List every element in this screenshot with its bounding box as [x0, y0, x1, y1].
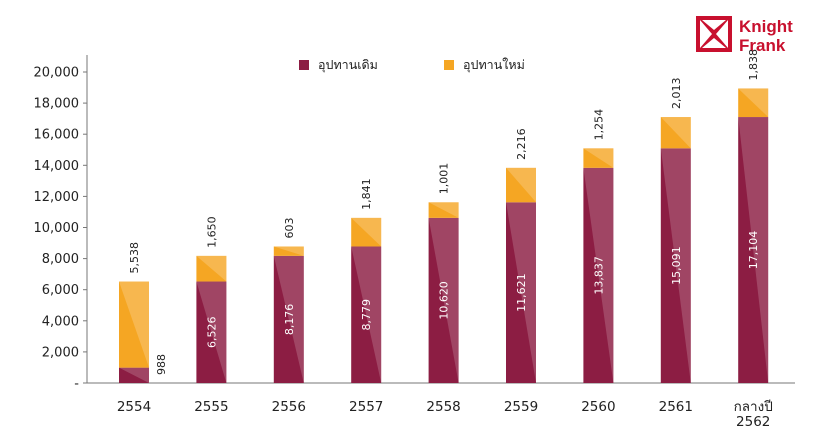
- bar-existing-shade: [351, 246, 382, 383]
- y-axis-ticks: - 2,000 4,000 6,000 8,000 10,000 12,000 14,000 1…: [34, 66, 87, 392]
- x-tick-label: 2554: [117, 399, 151, 415]
- value-label-existing: 17,104: [747, 231, 760, 270]
- bar-existing-shade: [273, 255, 304, 383]
- value-label-new: 1,838: [747, 49, 760, 81]
- x-tick-label: 2559: [504, 399, 538, 415]
- bar-existing-shade: [660, 148, 691, 383]
- y-tick-label: 4,000: [42, 314, 79, 329]
- knight-frank-logo: Knight Frank: [696, 16, 793, 55]
- bar-new: [506, 167, 536, 203]
- value-label-existing: 13,837: [592, 256, 605, 295]
- bar-new-shade: [196, 255, 227, 282]
- y-tick-label: 2,000: [42, 345, 79, 360]
- x-tick-label: 2558: [426, 399, 460, 415]
- y-tick-label: 10,000: [34, 221, 80, 236]
- bar-existing-shade: [738, 117, 769, 383]
- legend-swatch-new: [444, 60, 454, 70]
- y-tick-label: 6,000: [42, 283, 79, 298]
- x-tick-label: 2560: [581, 399, 615, 415]
- value-label-existing: 988: [155, 354, 168, 375]
- logo-text-line2: Frank: [739, 36, 786, 55]
- bar-new-shade: [351, 217, 382, 247]
- bar-existing: [196, 281, 227, 383]
- x-tick-label: 2561: [659, 399, 693, 415]
- bar-new-shade: [119, 281, 149, 368]
- bar-group: 6,526 1,650: [196, 216, 227, 383]
- bar-new: [196, 255, 227, 282]
- bar-existing-shade: [196, 281, 227, 383]
- x-tick-label: 2556: [272, 399, 306, 415]
- value-label-new: 1,841: [360, 178, 373, 210]
- value-label-new: 5,538: [128, 242, 141, 274]
- bar-new: [119, 281, 149, 368]
- y-tick-label: 20,000: [34, 66, 80, 81]
- bar-group: 13,837 1,254: [583, 109, 614, 383]
- bar-group: 8,779 1,841: [351, 178, 382, 383]
- bar-new-shade: [583, 148, 614, 168]
- bar-new-shade: [738, 88, 769, 118]
- bar-new: [428, 202, 459, 218]
- bar-existing: [428, 217, 459, 383]
- value-label-new: 2,216: [515, 128, 528, 160]
- bar-group: 8,176 603: [273, 217, 304, 383]
- y-tick-label: 18,000: [34, 97, 80, 112]
- value-label-new: 1,650: [205, 216, 218, 248]
- bar-existing: [506, 202, 536, 383]
- x-tick-label: 2562: [736, 414, 770, 430]
- value-label-existing: 6,526: [205, 317, 218, 349]
- bar-group: 10,620 1,001: [428, 163, 459, 383]
- bar-new: [583, 148, 614, 168]
- bar-group: 11,621 2,216: [506, 128, 536, 383]
- value-label-new: 2,013: [670, 78, 683, 110]
- value-label-new: 1,254: [592, 109, 605, 141]
- bar-new: [273, 246, 304, 256]
- y-tick-label: 12,000: [34, 190, 80, 205]
- y-tick-label: 16,000: [34, 128, 80, 143]
- y-tick-label: 14,000: [34, 159, 80, 174]
- bar-existing-shade: [119, 367, 149, 383]
- value-label-existing: 8,779: [360, 299, 373, 331]
- bar-existing-shade: [583, 167, 614, 383]
- bar-existing-shade: [428, 217, 459, 383]
- bar-existing: [351, 246, 382, 383]
- bar-group: 17,104 1,838: [738, 49, 769, 383]
- bar-new-shade: [660, 117, 691, 149]
- legend-swatch-existing: [299, 60, 309, 70]
- legend: อุปทานเดิม อุปทานใหม่: [299, 57, 525, 73]
- value-label-existing: 8,176: [283, 304, 296, 336]
- bar-existing: [660, 148, 691, 383]
- legend-label-new: อุปทานใหม่: [463, 57, 525, 73]
- bar-existing-shade: [506, 202, 536, 383]
- bar-new: [738, 88, 769, 118]
- bar-new: [660, 117, 691, 149]
- bar-new: [351, 217, 382, 247]
- bar-existing: [583, 167, 614, 383]
- logo-text-line1: Knight: [739, 17, 793, 36]
- x-tick-label: 2555: [194, 399, 228, 415]
- legend-label-existing: อุปทานเดิม: [318, 57, 378, 73]
- x-tick-label: 2557: [349, 399, 383, 415]
- bar-existing: [273, 255, 304, 383]
- bars: 988 5,538 6,526 1,650 8,176 603 8,779 1,841 10,6…: [119, 49, 769, 383]
- bar-existing: [738, 117, 769, 383]
- bar-new-shade: [506, 167, 536, 203]
- y-tick-label: -: [74, 377, 79, 392]
- value-label-existing: 10,620: [438, 281, 451, 320]
- bar-new-shade: [273, 246, 304, 256]
- x-tick-label: กลางปี: [734, 399, 773, 415]
- value-label-new: 1,001: [438, 163, 451, 195]
- value-label-new: 603: [283, 217, 296, 238]
- y-tick-label: 8,000: [42, 252, 79, 267]
- logo-mark-icon: [696, 16, 732, 52]
- value-label-existing: 15,091: [670, 246, 683, 285]
- x-axis-ticks: 2554 2555 2556 2557 2558 2559 2560 2561 กลางปี25…: [117, 399, 773, 430]
- bar-group: 15,091 2,013: [660, 78, 691, 383]
- bar-existing: [119, 367, 149, 383]
- bar-group: 988 5,538: [119, 242, 168, 383]
- value-label-existing: 11,621: [515, 273, 528, 312]
